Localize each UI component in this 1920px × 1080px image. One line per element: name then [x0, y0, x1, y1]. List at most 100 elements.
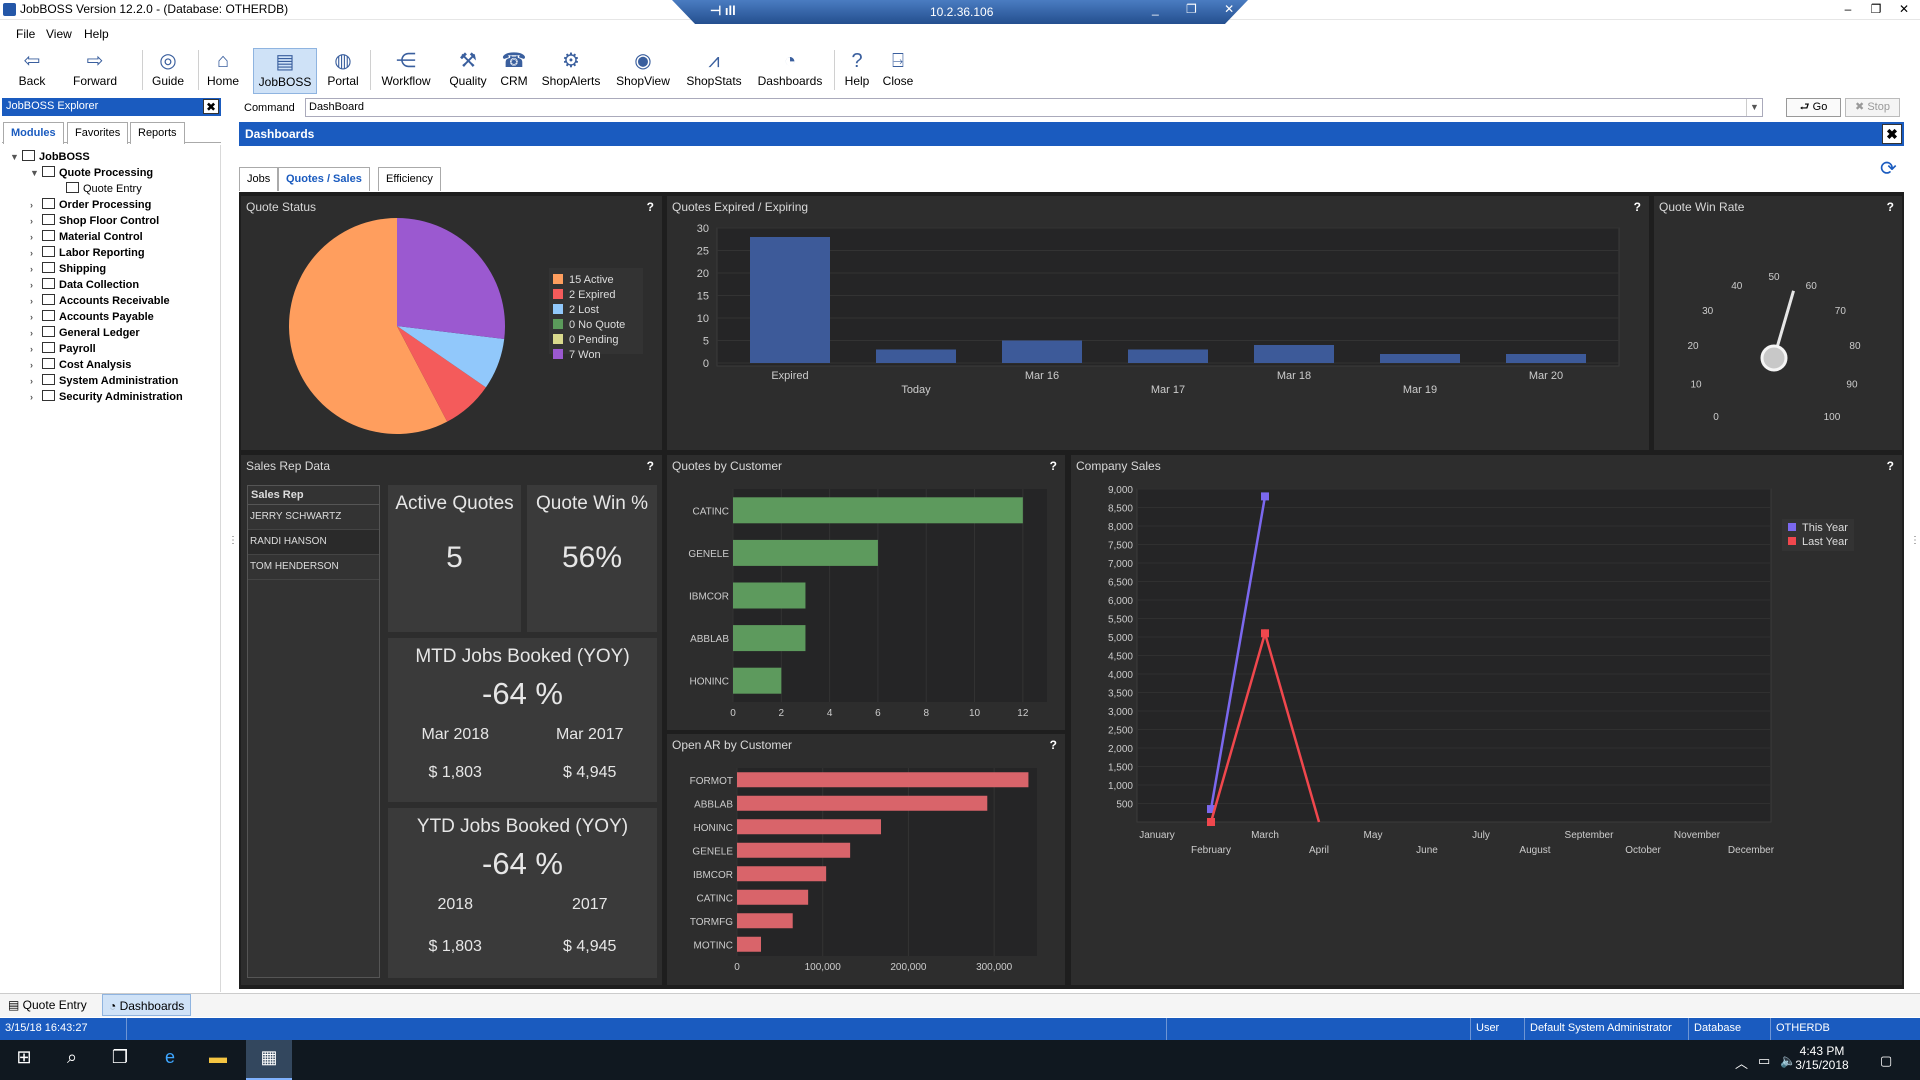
tree-item-shop-floor-control[interactable]: › Shop Floor Control: [30, 214, 160, 227]
tab-favorites[interactable]: Favorites: [67, 122, 129, 144]
tab-modules[interactable]: Modules: [3, 122, 64, 144]
expand-icon[interactable]: ›: [30, 328, 33, 338]
shopview-button[interactable]: ◉ ShopView: [612, 48, 674, 94]
expand-icon[interactable]: ›: [30, 264, 33, 274]
explorer-close-icon[interactable]: ✖: [203, 99, 219, 114]
expand-icon[interactable]: ›: [30, 312, 33, 322]
splitter-handle[interactable]: ⋮: [1910, 535, 1920, 546]
expand-icon[interactable]: ›: [30, 296, 33, 306]
minimize-icon[interactable]: –: [1844, 2, 1852, 16]
list-item[interactable]: RANDI HANSON: [248, 530, 379, 555]
help-icon[interactable]: ?: [646, 459, 654, 473]
help-icon[interactable]: ?: [1049, 738, 1057, 752]
menu-view[interactable]: View: [46, 27, 72, 41]
task-view-icon[interactable]: ❐: [111, 1047, 129, 1067]
help-icon[interactable]: ?: [1049, 459, 1057, 473]
forward-button[interactable]: ⇨ Forward: [70, 48, 120, 94]
portal-button[interactable]: ◍ Portal: [322, 48, 364, 94]
dashboards-button[interactable]: ◔ Dashboards: [754, 48, 826, 94]
close-window-icon[interactable]: ✕: [1898, 2, 1910, 16]
tab-reports[interactable]: Reports: [130, 122, 185, 144]
help-icon[interactable]: ?: [1886, 200, 1894, 214]
expand-icon[interactable]: ›: [30, 376, 33, 386]
tree-root[interactable]: ▼ JobBOSS: [10, 150, 90, 163]
menu-help[interactable]: Help: [84, 27, 109, 41]
tree-item-shipping[interactable]: › Shipping: [30, 262, 107, 275]
stop-button[interactable]: ✖ Stop: [1845, 98, 1900, 117]
tree-item-system-administration[interactable]: › System Administration: [30, 374, 179, 387]
tree-item-material-control[interactable]: › Material Control: [30, 230, 143, 243]
shopalerts-button[interactable]: ⚙ ShopAlerts: [536, 48, 606, 94]
doc-tab-quote-entry[interactable]: ▤ Quote Entry: [8, 998, 87, 1012]
help-button[interactable]: ? Help: [840, 48, 874, 94]
shopstats-button[interactable]: ⩘ ShopStats: [682, 48, 746, 94]
close-button[interactable]: ⍈ Close: [880, 48, 916, 94]
tree-item-security-administration[interactable]: › Security Administration: [30, 390, 183, 403]
remote-window-controls[interactable]: _ ❐ ✕: [1152, 2, 1247, 16]
list-item[interactable]: JERRY SCHWARTZ: [248, 505, 379, 530]
search-icon[interactable]: ⌕: [66, 1047, 78, 1067]
expand-icon[interactable]: ›: [30, 248, 33, 258]
tray-chevron-icon[interactable]: ︿: [1735, 1056, 1749, 1071]
tree-item-accounts-receivable[interactable]: › Accounts Receivable: [30, 294, 170, 307]
list-item[interactable]: TOM HENDERSON: [248, 555, 379, 580]
quality-button[interactable]: ⚒ Quality: [444, 48, 492, 94]
jobboss-taskbar-icon[interactable]: [246, 1040, 292, 1080]
go-button[interactable]: ⮐ Go: [1786, 98, 1841, 117]
file-explorer-icon[interactable]: ▬: [209, 1047, 227, 1067]
doc-tab-dashboards[interactable]: ◔ Dashboards: [102, 994, 192, 1016]
expand-icon[interactable]: ›: [30, 392, 33, 402]
menu-file[interactable]: File: [16, 27, 36, 41]
tree-item-cost-analysis[interactable]: › Cost Analysis: [30, 358, 132, 371]
tab-jobs[interactable]: Jobs: [239, 167, 279, 191]
x-tick-label: Mar 17: [1151, 384, 1185, 396]
network-icon[interactable]: ▭: [1758, 1053, 1771, 1068]
tab-quotes-sales[interactable]: Quotes / Sales: [278, 167, 370, 191]
notifications-icon[interactable]: ▢: [1880, 1053, 1893, 1068]
chevron-down-icon[interactable]: ▼: [1746, 99, 1762, 116]
collapse-icon[interactable]: ▼: [30, 168, 39, 178]
guide-button[interactable]: ◎ Guide: [148, 48, 188, 94]
windows-start-icon[interactable]: ⊞: [16, 1047, 32, 1067]
help-icon[interactable]: ?: [646, 200, 654, 214]
tree-item-payroll[interactable]: › Payroll: [30, 342, 96, 355]
pin-icon[interactable]: ⊣ ıll: [710, 3, 736, 18]
jobboss-button[interactable]: ▤ JobBOSS: [253, 48, 317, 94]
dashboards-close-icon[interactable]: ✖: [1882, 124, 1902, 144]
expand-icon[interactable]: ›: [30, 232, 33, 242]
help-icon[interactable]: ?: [1886, 459, 1894, 473]
remote-ip: 10.2.36.106: [930, 5, 994, 19]
collapse-icon[interactable]: ▼: [10, 152, 19, 162]
refresh-icon[interactable]: ⟳: [1880, 158, 1897, 180]
splitter-handle[interactable]: ⋮: [228, 535, 238, 546]
tree-item-order-processing[interactable]: › Order Processing: [30, 198, 152, 211]
expand-icon[interactable]: ›: [30, 280, 33, 290]
taskbar-clock[interactable]: 4:43 PM 3/15/2018: [1795, 1044, 1849, 1072]
remote-desktop-bar[interactable]: [672, 0, 1248, 24]
expand-icon[interactable]: ›: [30, 216, 33, 226]
tree-item-data-collection[interactable]: › Data Collection: [30, 278, 140, 291]
tree-item-quote-processing[interactable]: ▼ Quote Processing: [30, 166, 154, 179]
help-icon[interactable]: ?: [1633, 200, 1641, 214]
speaker-muted-icon[interactable]: 🔈: [1780, 1053, 1797, 1068]
toolbar-separator: [370, 50, 371, 90]
command-input[interactable]: DashBoard: [305, 98, 1763, 117]
workflow-button[interactable]: ⋲ Workflow: [376, 48, 436, 94]
panel-open-ar: Open AR by Customer ? 0 100,000 200,000 300…: [667, 734, 1065, 985]
panel-company-sales: Company Sales ? 500 1,000 1,500 2,000 2,500 3…: [1071, 455, 1902, 985]
tree-item-quote-entry[interactable]: Quote Entry: [66, 182, 142, 195]
x-tick-label: Mar 16: [1025, 370, 1059, 382]
tree-item-labor-reporting[interactable]: › Labor Reporting: [30, 246, 145, 259]
internet-explorer-icon[interactable]: e: [164, 1047, 175, 1067]
go-icon: ⮐: [1799, 101, 1813, 113]
home-button[interactable]: ⌂ Home: [204, 48, 242, 94]
back-button[interactable]: ⇦ Back: [12, 48, 52, 94]
crm-button[interactable]: ☎ CRM: [496, 48, 532, 94]
expand-icon[interactable]: ›: [30, 200, 33, 210]
tree-item-accounts-payable[interactable]: › Accounts Payable: [30, 310, 154, 323]
restore-icon[interactable]: ❐: [1870, 2, 1882, 16]
expand-icon[interactable]: ›: [30, 360, 33, 370]
expand-icon[interactable]: ›: [30, 344, 33, 354]
tab-efficiency[interactable]: Efficiency: [378, 167, 441, 191]
tree-item-general-ledger[interactable]: › General Ledger: [30, 326, 140, 339]
